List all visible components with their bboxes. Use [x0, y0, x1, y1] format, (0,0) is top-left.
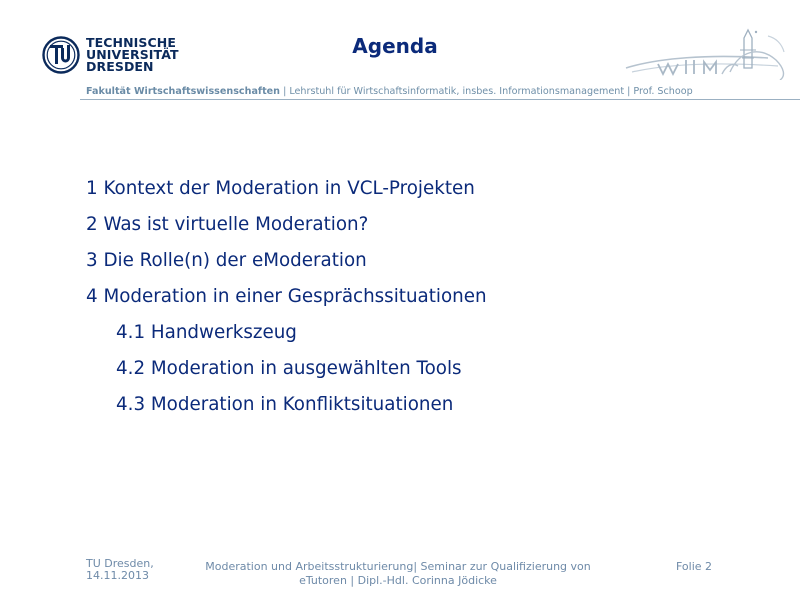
- footer-course-line-1: Moderation und Arbeitsstrukturierung| Se…: [198, 560, 598, 574]
- agenda-list: 1 Kontext der Moderation in VCL-Projekte…: [86, 174, 487, 426]
- logo-line-3: DRESDEN: [86, 61, 179, 73]
- agenda-subitem: 4.2 Moderation in ausgewählten Tools: [86, 354, 487, 390]
- tu-dresden-wordmark: TECHNISCHE UNIVERSITÄT DRESDEN: [86, 37, 179, 73]
- agenda-item: 4 Moderation in einer Gesprächssituation…: [86, 282, 487, 318]
- wiim-logo-icon: [618, 24, 794, 80]
- chair-name: | Lehrstuhl für Wirtschaftsinformatik, i…: [280, 86, 693, 97]
- faculty-name: Fakultät Wirtschaftswissenschaften: [86, 86, 280, 97]
- slide-number: Folie 2: [676, 560, 712, 573]
- tu-dresden-logo: TECHNISCHE UNIVERSITÄT DRESDEN: [42, 36, 182, 78]
- agenda-item: 2 Was ist virtuelle Moderation?: [86, 210, 487, 246]
- agenda-item: 3 Die Rolle(n) der eModeration: [86, 246, 487, 282]
- tu-dresden-logo-icon: [42, 36, 80, 74]
- agenda-item: 1 Kontext der Moderation in VCL-Projekte…: [86, 174, 487, 210]
- agenda-subitem: 4.1 Handwerkszeug: [86, 318, 487, 354]
- agenda-subitem: 4.3 Moderation in Konfliktsituationen: [86, 390, 487, 426]
- footer-date: TU Dresden, 14.11.2013: [86, 558, 154, 582]
- footer-date-line-2: 14.11.2013: [86, 570, 154, 582]
- footer-course-line-2: eTutoren | Dipl.-Hdl. Corinna Jödicke: [198, 574, 598, 588]
- footer-course-info: Moderation und Arbeitsstrukturierung| Se…: [198, 560, 598, 588]
- faculty-subheader: Fakultät Wirtschaftswissenschaften | Leh…: [86, 86, 693, 97]
- slide-title: Agenda: [300, 34, 490, 58]
- header-divider: [80, 99, 800, 100]
